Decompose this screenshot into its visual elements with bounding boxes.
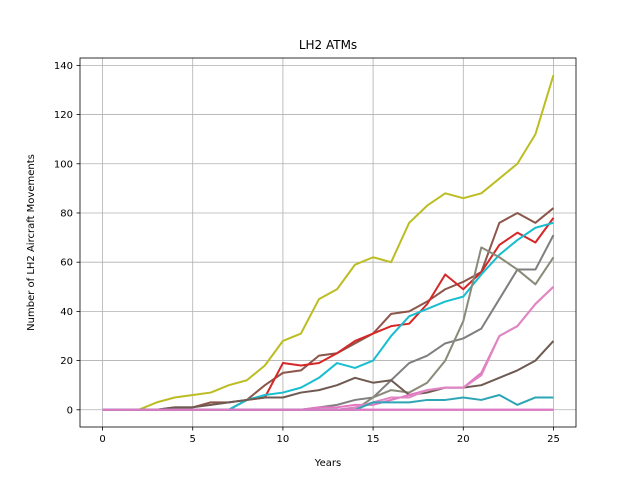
x-tick-label: 5 xyxy=(190,434,196,445)
y-tick-label: 60 xyxy=(60,258,73,269)
plot-frame xyxy=(79,57,577,428)
y-tick-label: 140 xyxy=(54,61,73,72)
x-tick-label: 15 xyxy=(367,434,380,445)
y-tick-label: 80 xyxy=(60,208,73,219)
y-tick-label: 100 xyxy=(54,159,73,170)
chart-title: LH2 ATMs xyxy=(299,38,357,52)
series-layer xyxy=(102,74,555,411)
y-axis-label: Number of LH2 Aircraft Movements xyxy=(26,154,37,331)
y-tick-label: 20 xyxy=(60,356,73,367)
x-tick-label: 10 xyxy=(277,434,290,445)
y-tick-label: 120 xyxy=(54,110,73,121)
y-tick-label: 0 xyxy=(67,405,73,416)
y-tick-label: 40 xyxy=(60,307,73,318)
x-tick-label: 25 xyxy=(547,434,560,445)
series-line-2 xyxy=(102,74,555,411)
series-line-8 xyxy=(102,340,555,411)
x-tick-label: 20 xyxy=(457,434,470,445)
ticks-layer: 0 5 10 15 20 25 0 20 40 60 80 100 120 140 xyxy=(54,61,560,445)
x-tick-label: 0 xyxy=(99,434,105,445)
x-axis-label: Years xyxy=(314,458,341,469)
